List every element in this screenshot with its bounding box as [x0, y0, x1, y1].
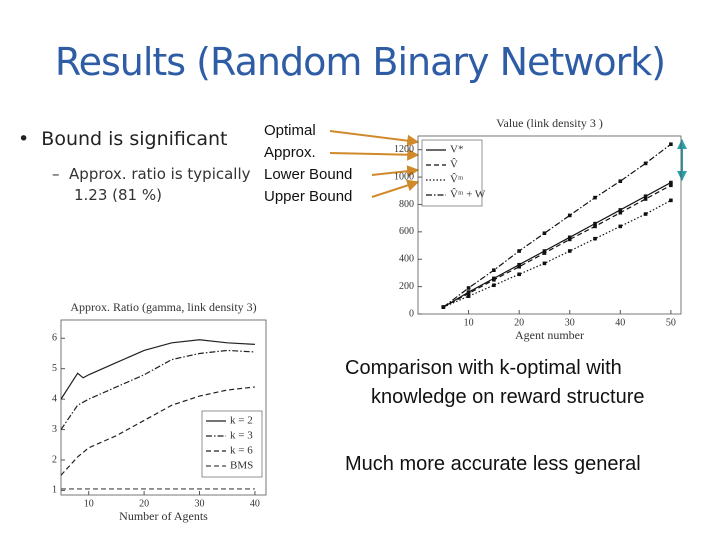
y-tick-label: 1000 — [394, 171, 414, 182]
legend-label: V̂ — [450, 157, 458, 170]
y-tick-label: 5 — [52, 363, 57, 374]
marker — [492, 268, 496, 272]
marker — [643, 161, 648, 166]
series-line — [443, 199, 672, 308]
legend-label: k = 6 — [230, 445, 253, 457]
legend-box — [201, 410, 263, 478]
marker — [466, 291, 471, 296]
marker — [618, 224, 623, 229]
marker — [669, 198, 673, 203]
marker — [618, 208, 623, 212]
marker — [593, 221, 597, 226]
marker — [669, 180, 673, 185]
y-tick-label: 800 — [399, 199, 414, 210]
marker — [517, 272, 521, 277]
x-tick-label: 30 — [195, 498, 205, 509]
legend-label: k = 3 — [230, 430, 253, 442]
x-tick-label: 40 — [615, 317, 625, 328]
label: Lower Bound — [264, 166, 353, 183]
legend-label: V* — [450, 144, 463, 156]
legend-label: BMS — [230, 460, 253, 472]
arrow — [329, 148, 420, 161]
y-tick-label: 200 — [399, 281, 414, 292]
marker — [441, 305, 446, 309]
legend-label: V̂ᵐ + W — [450, 187, 486, 200]
comment: Much more accurate less general — [345, 453, 641, 475]
label: Upper Bound — [264, 188, 353, 205]
marker — [567, 237, 572, 242]
x-tick-label: 50 — [666, 317, 676, 328]
y-tick-label: 6 — [52, 333, 57, 344]
arrow — [329, 130, 420, 147]
x-tick-label: 10 — [464, 317, 474, 328]
marker — [542, 249, 547, 253]
marker — [567, 213, 572, 218]
series-line — [443, 184, 672, 308]
series-line — [60, 339, 255, 400]
series-line — [60, 386, 255, 476]
sub-bullet-text: Approx. ratio is typically 1.23 (81 %) — [69, 165, 251, 204]
marker — [643, 194, 648, 199]
series-line — [442, 182, 672, 308]
y-tick-label: 4 — [52, 393, 57, 404]
bullet: • Bound is significant — [18, 128, 228, 150]
x-tick-label: 20 — [514, 317, 524, 328]
marker — [492, 283, 496, 288]
arrow — [371, 165, 420, 178]
y-tick-label: 2 — [52, 454, 57, 465]
x-tick-label: 30 — [565, 317, 575, 328]
sub-bullet: – Approx. ratio is typically 1.23 (81 %) — [52, 165, 251, 204]
chart-title: Value (link density 3 ) — [496, 116, 603, 130]
marker — [517, 264, 521, 269]
x-axis-label: Agent number — [515, 328, 584, 342]
series-line — [442, 143, 672, 308]
x-tick-label: 40 — [250, 498, 260, 509]
marker — [492, 277, 496, 282]
marker — [593, 224, 597, 229]
marker — [542, 231, 547, 236]
marker — [618, 179, 623, 183]
plot-frame — [60, 319, 267, 496]
marker — [643, 212, 648, 216]
marker — [517, 262, 521, 267]
marker — [593, 195, 597, 200]
marker — [567, 235, 572, 240]
marker — [466, 294, 471, 298]
legend-label: k = 2 — [230, 415, 253, 427]
x-tick-label: 20 — [139, 498, 149, 509]
label: Approx. — [264, 144, 316, 161]
y-tick-label: 600 — [399, 226, 414, 237]
arrows — [329, 130, 420, 198]
y-tick-label: 3 — [52, 424, 57, 435]
y-tick-label: 0 — [409, 308, 414, 319]
y-tick-label: 1 — [52, 485, 57, 496]
legend-label: V̂ᵐ — [450, 172, 464, 185]
x-tick-label: 10 — [84, 498, 94, 509]
marker — [669, 183, 673, 188]
chart-title: Approx. Ratio (gamma, link density 3) — [70, 300, 256, 314]
y-tick-label: 400 — [399, 254, 414, 265]
marker — [466, 286, 471, 290]
slide-title: Results (Random Binary Network) — [54, 40, 666, 84]
y-tick-label: 1200 — [394, 144, 414, 155]
marker — [618, 210, 623, 215]
arrow — [371, 179, 420, 198]
marker — [542, 261, 547, 266]
marker — [669, 142, 673, 147]
marker — [542, 251, 547, 255]
marker — [593, 236, 597, 241]
marker — [517, 249, 521, 253]
bullet-text: Bound is significant — [41, 128, 228, 150]
label: Optimal — [264, 122, 316, 139]
plot-frame — [417, 135, 682, 315]
marker — [643, 197, 648, 201]
series-line — [60, 349, 255, 430]
x-axis-label: Number of Agents — [119, 509, 208, 523]
marker — [567, 249, 572, 253]
comment: Comparison with k-optimal with knowledge… — [345, 357, 645, 408]
